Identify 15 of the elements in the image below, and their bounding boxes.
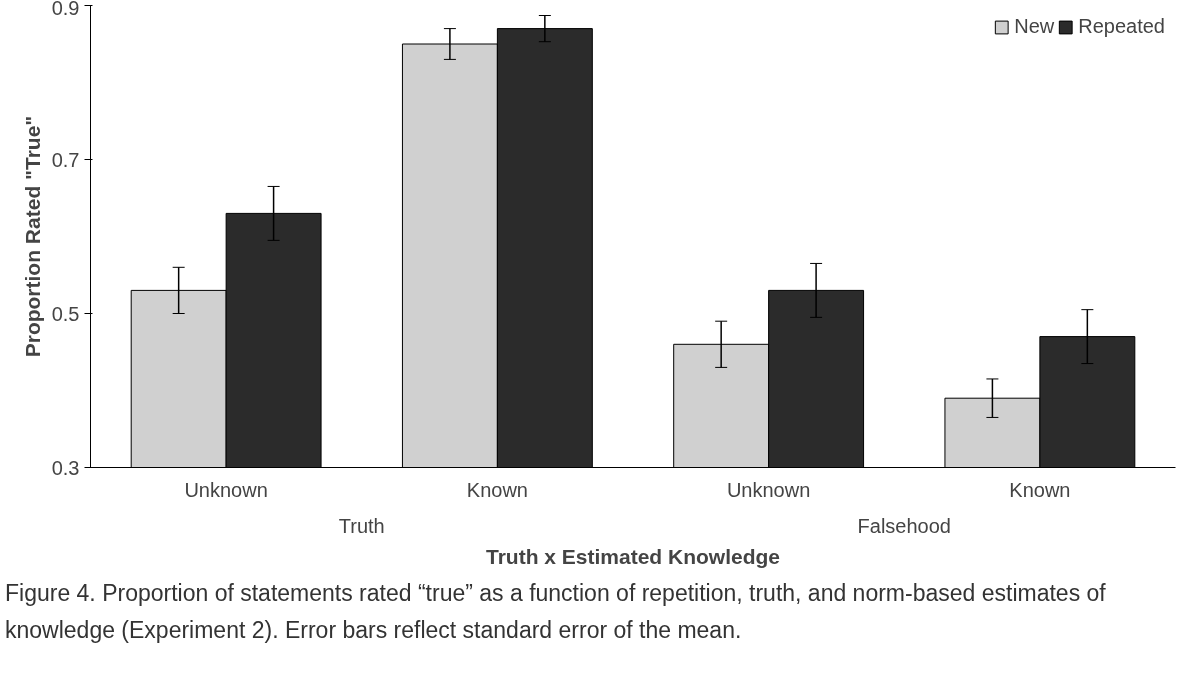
y-tick-label: 0.3 [51,456,80,479]
caption: Figure 4. Proportion of statements rated “true” as a function of repetition, truth, and norm-based estimates of knowledge (Experiment 2). Error bars reflect standard error of the mean. [5,579,1107,645]
y-tick-label: 0.9 [51,0,80,19]
text: Truth [338,514,385,537]
legend-label: New [1014,15,1055,38]
y-tick-label: 0.7 [51,148,80,171]
y-axis-title: Proportion Rated "True" [20,115,44,358]
y-tick-label: 0.5 [51,302,80,325]
legend-label: Repeated [1078,15,1165,38]
x-axis-title: Truth x Estimated Knowledge [485,544,781,568]
x-tick-label: Known [466,478,528,501]
x-tick-label: Unknown [184,478,268,501]
x-tick-label: Known [1009,478,1071,501]
text: Falsehood [857,514,951,537]
x-tick-label: Unknown [726,478,811,501]
